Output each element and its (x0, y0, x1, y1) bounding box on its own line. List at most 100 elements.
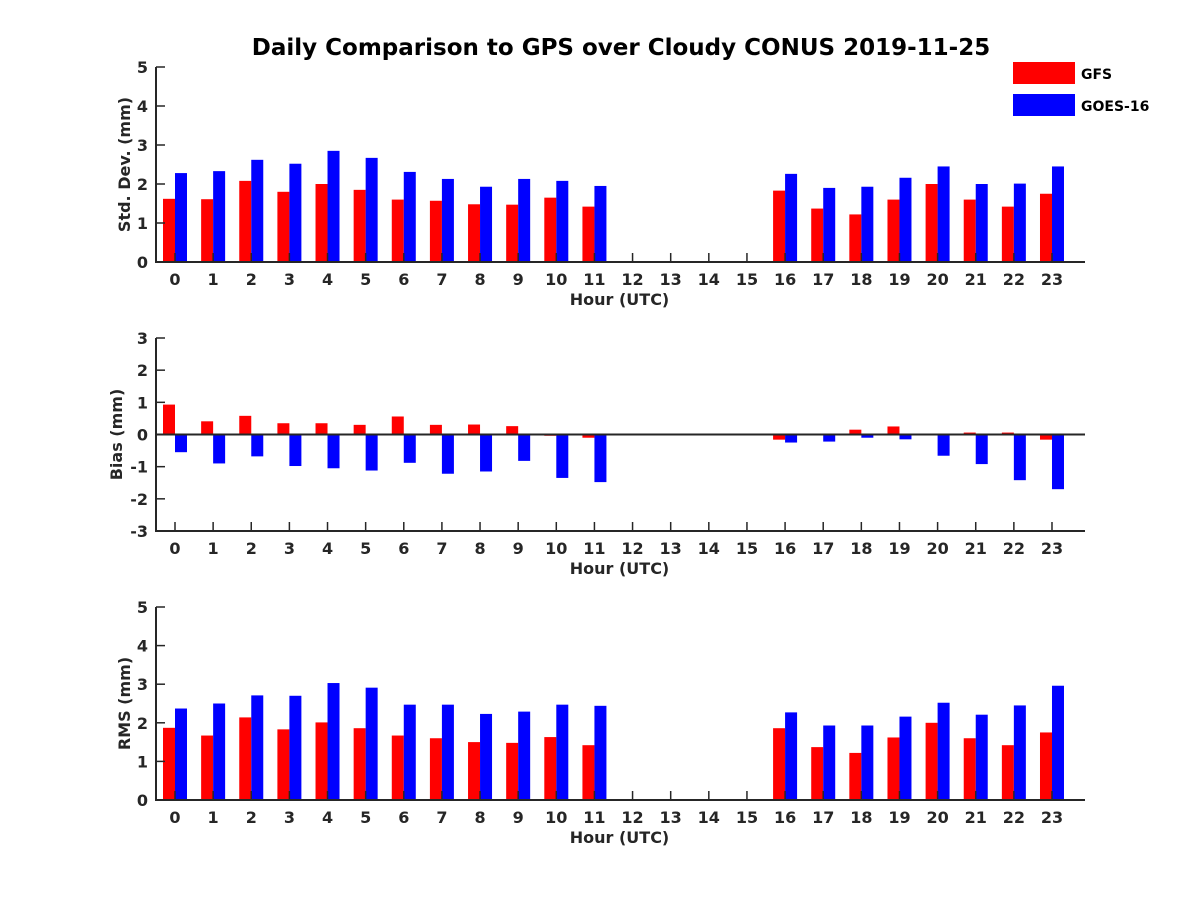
rms-bar-gfs-h18 (849, 752, 862, 800)
std-dev-xtick-label-8: 8 (474, 270, 485, 289)
bias-bar-goes16-h22 (1013, 434, 1026, 481)
rms-bar-gfs-h21 (963, 738, 976, 800)
bias-bar-goes16-h18 (861, 434, 874, 438)
rms-bar-gfs-h2 (239, 717, 252, 800)
std-dev-xtick-label-9: 9 (513, 270, 524, 289)
bias-bar-goes16-h11 (594, 434, 607, 483)
rms-bar-goes16-h7 (441, 704, 454, 800)
std-dev-bar-gfs-h5 (353, 189, 366, 262)
rms-xtick-label-7: 7 (436, 808, 447, 827)
bias-xtick-label-9: 9 (513, 539, 524, 558)
std-dev-xtick-label-23: 23 (1041, 270, 1063, 289)
std-dev-xtick-label-22: 22 (1003, 270, 1025, 289)
std-dev-bar-gfs-h0 (163, 198, 175, 262)
rms-y-axis-label: RMS (mm) (115, 657, 134, 750)
std-dev-bar-gfs-h6 (391, 199, 404, 262)
rms-bar-goes16-h8 (480, 713, 493, 800)
rms-xtick-label-13: 13 (660, 808, 682, 827)
rms-bar-goes16-h10 (556, 704, 569, 800)
std-dev-bar-gfs-h16 (773, 190, 786, 262)
rms-xtick-label-22: 22 (1003, 808, 1025, 827)
bias-xtick-label-12: 12 (621, 539, 643, 558)
bias-bar-gfs-h19 (887, 426, 900, 435)
std-dev-bar-goes16-h8 (480, 186, 493, 262)
bias-xtick-label-22: 22 (1003, 539, 1025, 558)
legend: GFS GOES-16 (1013, 62, 1149, 116)
bias-bar-gfs-h0 (163, 404, 175, 435)
legend-swatch-gfs (1013, 62, 1075, 84)
std-dev-bar-gfs-h11 (582, 206, 595, 262)
std-dev-bar-gfs-h20 (925, 184, 938, 262)
rms-bar-gfs-h10 (544, 737, 557, 800)
std-dev-bar-goes16-h23 (1051, 166, 1064, 262)
rms-x-axis-label: Hour (UTC) (570, 828, 670, 847)
std-dev-xtick-label-0: 0 (169, 270, 180, 289)
bias-xtick-label-13: 13 (660, 539, 682, 558)
bias-xtick-label-11: 11 (583, 539, 605, 558)
bias-bar-gfs-h9 (506, 426, 519, 435)
std-dev-bar-gfs-h2 (239, 180, 252, 262)
rms-ytick-label-3: 3 (137, 675, 148, 694)
rms-bar-goes16-h6 (403, 704, 416, 800)
std-dev-ytick-label-1: 1 (137, 214, 148, 233)
bias-xtick-label-1: 1 (208, 539, 219, 558)
std-dev-bar-goes16-h1 (213, 171, 226, 262)
bias-bar-goes16-h8 (480, 434, 493, 472)
bias-xtick-label-10: 10 (545, 539, 567, 558)
bias-ytick-label-2: 2 (137, 361, 148, 380)
rms-bar-gfs-h0 (163, 727, 175, 800)
legend-swatch-goes16 (1013, 94, 1075, 116)
rms-xtick-label-8: 8 (474, 808, 485, 827)
bias-x-axis-label: Hour (UTC) (570, 559, 670, 578)
bias-xtick-label-19: 19 (888, 539, 910, 558)
std-dev-bar-gfs-h21 (963, 199, 976, 262)
rms-bar-goes16-h17 (823, 725, 836, 800)
bias-ytick-label--3: -3 (130, 522, 148, 541)
bias-bar-gfs-h23 (1039, 434, 1052, 440)
rms-bar-goes16-h18 (861, 725, 874, 800)
std-dev-bar-gfs-h8 (468, 204, 481, 262)
bias-xtick-label-4: 4 (322, 539, 333, 558)
rms-xtick-label-15: 15 (736, 808, 758, 827)
rms-bar-goes16-h5 (365, 687, 378, 800)
std-dev-bar-goes16-h6 (403, 171, 416, 262)
std-dev-x-axis-label: Hour (UTC) (570, 290, 670, 309)
std-dev-xtick-label-19: 19 (888, 270, 910, 289)
rms-bar-goes16-h1 (213, 703, 226, 800)
std-dev-bar-goes16-h5 (365, 157, 378, 262)
std-dev-xtick-label-12: 12 (621, 270, 643, 289)
bias-bar-goes16-h2 (251, 434, 264, 457)
bias-bar-gfs-h4 (315, 423, 328, 435)
bias-bar-goes16-h17 (823, 434, 836, 442)
std-dev-bar-gfs-h22 (1001, 206, 1014, 262)
bias-bar-goes16-h7 (441, 434, 454, 474)
std-dev-xtick-label-4: 4 (322, 270, 333, 289)
rms-bar-goes16-h23 (1051, 685, 1064, 800)
bias-bar-goes16-h9 (518, 434, 531, 461)
rms-bar-gfs-h11 (582, 745, 595, 800)
chart-title: Daily Comparison to GPS over Cloudy CONU… (252, 35, 990, 61)
rms-ytick-label-1: 1 (137, 752, 148, 771)
rms-xtick-label-12: 12 (621, 808, 643, 827)
rms-ytick-label-4: 4 (137, 637, 148, 656)
rms-xtick-label-5: 5 (360, 808, 371, 827)
std-dev-bar-goes16-h9 (518, 178, 531, 262)
bias-xtick-label-18: 18 (850, 539, 872, 558)
bias-ytick-label-1: 1 (137, 393, 148, 412)
bias-bar-goes16-h21 (975, 434, 988, 465)
rms-bar-gfs-h9 (506, 742, 519, 800)
std-dev-bar-goes16-h2 (251, 159, 264, 262)
std-dev-ytick-label-0: 0 (137, 253, 148, 272)
std-dev-xtick-label-14: 14 (698, 270, 720, 289)
bias-xtick-label-16: 16 (774, 539, 796, 558)
bias-xtick-label-0: 0 (169, 539, 180, 558)
bias-bar-goes16-h19 (899, 434, 912, 440)
bias-bar-gfs-h6 (391, 416, 404, 435)
rms-xtick-label-4: 4 (322, 808, 333, 827)
bias-xtick-label-2: 2 (246, 539, 257, 558)
rms-bar-gfs-h6 (391, 735, 404, 800)
rms-bar-gfs-h8 (468, 742, 481, 800)
rms-xtick-label-16: 16 (774, 808, 796, 827)
rms-bar-gfs-h7 (429, 738, 442, 800)
